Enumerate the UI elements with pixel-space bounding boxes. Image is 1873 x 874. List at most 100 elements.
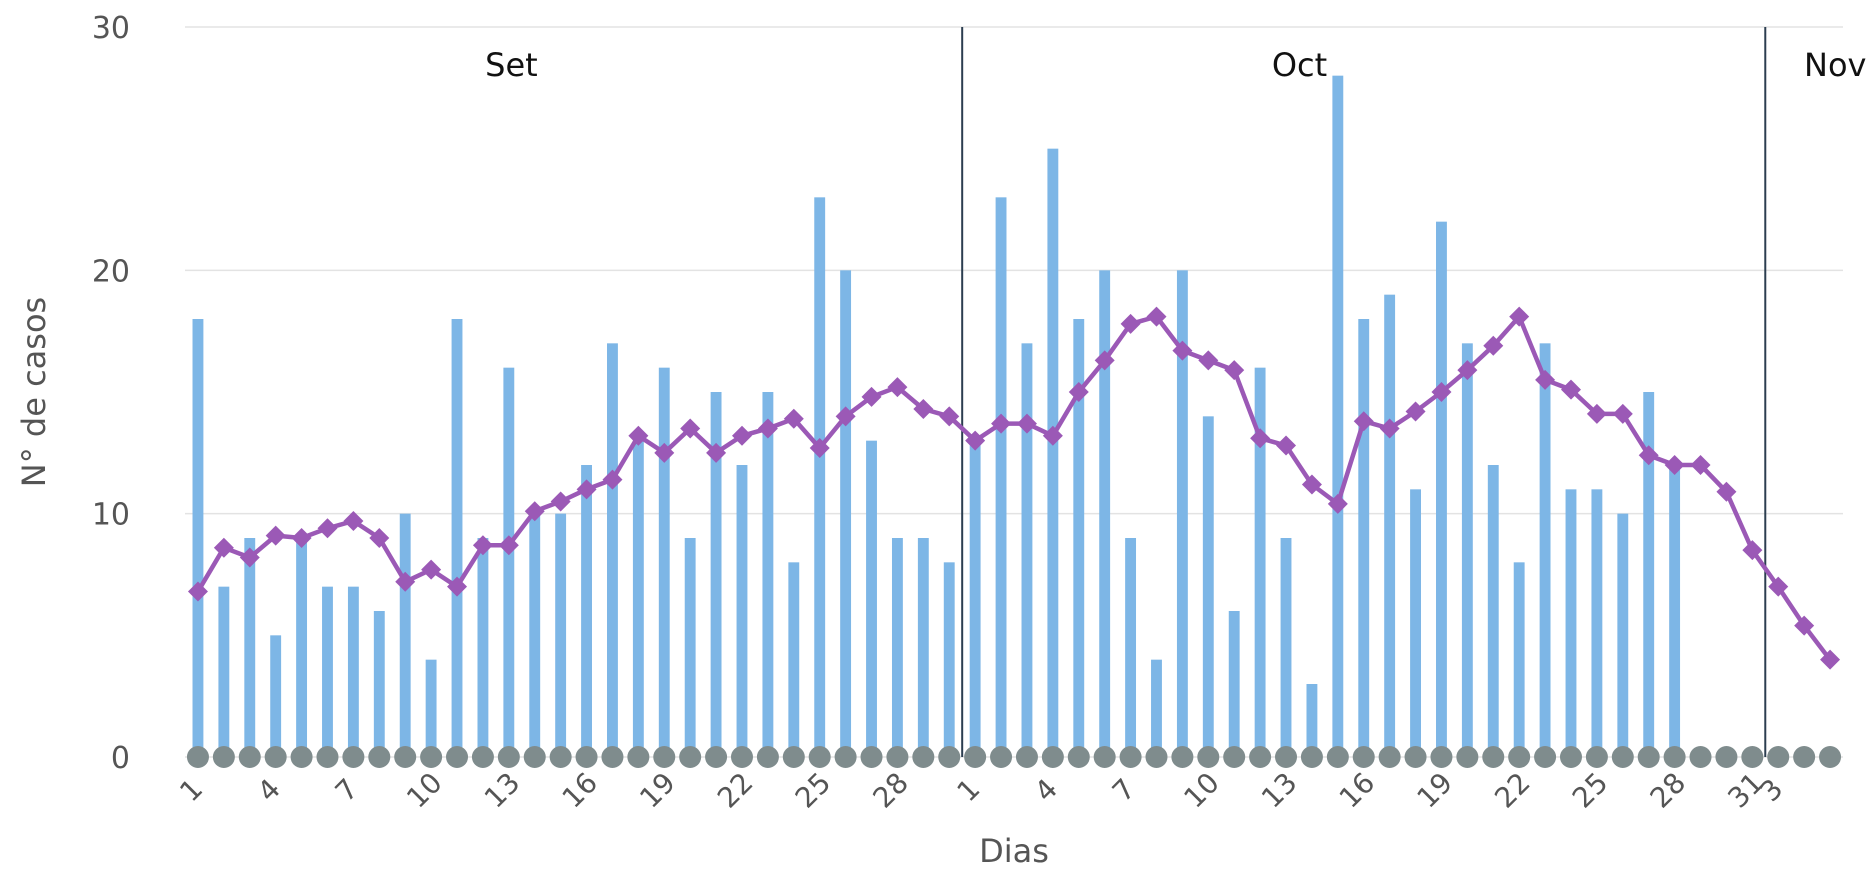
zero-marker xyxy=(653,746,676,768)
month-dividers xyxy=(961,27,1767,757)
line-marker xyxy=(1509,306,1530,327)
zero-marker xyxy=(1119,746,1142,768)
bar xyxy=(1384,294,1396,757)
line-marker xyxy=(1405,401,1426,422)
bar xyxy=(270,635,282,757)
line-marker xyxy=(1301,474,1322,495)
x-tick-label: 25 xyxy=(789,766,838,815)
line-marker xyxy=(809,437,830,458)
zero-marker xyxy=(1249,746,1272,768)
bar xyxy=(296,538,308,757)
bar xyxy=(1151,659,1162,757)
line-marker xyxy=(550,491,571,512)
zero-marker xyxy=(730,746,753,768)
line-marker xyxy=(731,425,752,446)
bar xyxy=(969,440,981,757)
zero-marker xyxy=(1300,746,1323,768)
zero-marker xyxy=(1093,746,1116,768)
line-marker xyxy=(1586,403,1607,424)
line-marker xyxy=(1820,649,1841,670)
zero-marker xyxy=(834,746,857,768)
zero-marker xyxy=(1197,746,1220,768)
zero-marker xyxy=(627,746,650,768)
bar xyxy=(1280,538,1292,757)
zero-marker xyxy=(990,746,1013,768)
line-marker xyxy=(576,479,597,500)
zero-marker xyxy=(238,746,261,768)
line-marker xyxy=(472,535,493,556)
x-tick-label: 28 xyxy=(1644,766,1693,815)
line-marker xyxy=(1794,615,1815,636)
line-marker xyxy=(1457,360,1478,381)
bar xyxy=(1643,392,1655,757)
bar xyxy=(555,513,567,757)
line-marker xyxy=(317,518,338,539)
line-marker xyxy=(783,408,804,429)
zero-marker xyxy=(886,746,909,768)
zero-marker xyxy=(808,746,831,768)
x-axis-title: Dias xyxy=(979,832,1049,870)
line-marker xyxy=(835,406,856,427)
line-marker xyxy=(291,528,312,548)
bar xyxy=(322,586,333,757)
line-marker xyxy=(1768,576,1789,597)
zero-marker xyxy=(342,746,365,768)
line-marker xyxy=(1094,350,1115,371)
bar xyxy=(1513,562,1525,757)
bar xyxy=(477,538,489,757)
bar xyxy=(1306,684,1318,757)
line-marker xyxy=(239,547,260,568)
y-tick-label: 10 xyxy=(92,498,130,533)
bar xyxy=(347,586,359,757)
line-marker xyxy=(213,537,234,558)
line-marker xyxy=(1172,340,1193,361)
zero-marker xyxy=(938,746,961,768)
month-label: Set xyxy=(485,46,538,84)
x-tick-label: 16 xyxy=(556,766,605,815)
zero-marker xyxy=(1482,746,1505,768)
zero-marker xyxy=(212,746,235,768)
bar xyxy=(1176,270,1188,757)
line-marker xyxy=(343,510,364,531)
zero-marker xyxy=(860,746,883,768)
zero-marker xyxy=(1585,746,1608,768)
bar xyxy=(1073,319,1085,757)
x-tick-label: 13 xyxy=(1255,766,1304,815)
line-marker xyxy=(965,430,986,451)
zero-marker xyxy=(1611,746,1634,768)
line-marker xyxy=(447,576,468,597)
x-tick-label: 28 xyxy=(866,766,915,815)
line-marker xyxy=(887,377,908,398)
bar xyxy=(1410,489,1421,757)
bar xyxy=(943,562,955,757)
bar xyxy=(503,367,515,757)
zero-marker xyxy=(1352,746,1375,768)
bar xyxy=(1047,148,1059,757)
month-label: Nov xyxy=(1804,46,1866,84)
bar xyxy=(192,319,204,757)
zero-marker xyxy=(964,746,987,768)
bar xyxy=(1487,465,1499,757)
zero-marker xyxy=(1793,746,1816,768)
line-marker xyxy=(1016,413,1037,434)
bar xyxy=(1125,538,1137,757)
bar xyxy=(788,562,800,757)
bar xyxy=(607,343,618,757)
zero-marker xyxy=(523,746,546,768)
bar xyxy=(917,538,929,757)
line-marker xyxy=(1716,481,1737,502)
zero-marker xyxy=(549,746,572,768)
line-marker xyxy=(861,386,882,407)
x-axis-ticks: 1 4 7 10 13 16 19 22 25 28 1 4 7 10 13 16 19 22 25 28 313 xyxy=(173,766,1789,815)
line-marker xyxy=(1198,350,1219,371)
bar xyxy=(1358,319,1370,757)
zero-marker xyxy=(1145,746,1168,768)
line-marker xyxy=(265,525,286,546)
bar xyxy=(1436,221,1447,757)
x-tick-label: 10 xyxy=(1177,766,1226,815)
line-marker xyxy=(1224,360,1245,381)
bar xyxy=(866,440,877,757)
bar xyxy=(658,367,670,757)
line-marker xyxy=(1690,455,1711,475)
